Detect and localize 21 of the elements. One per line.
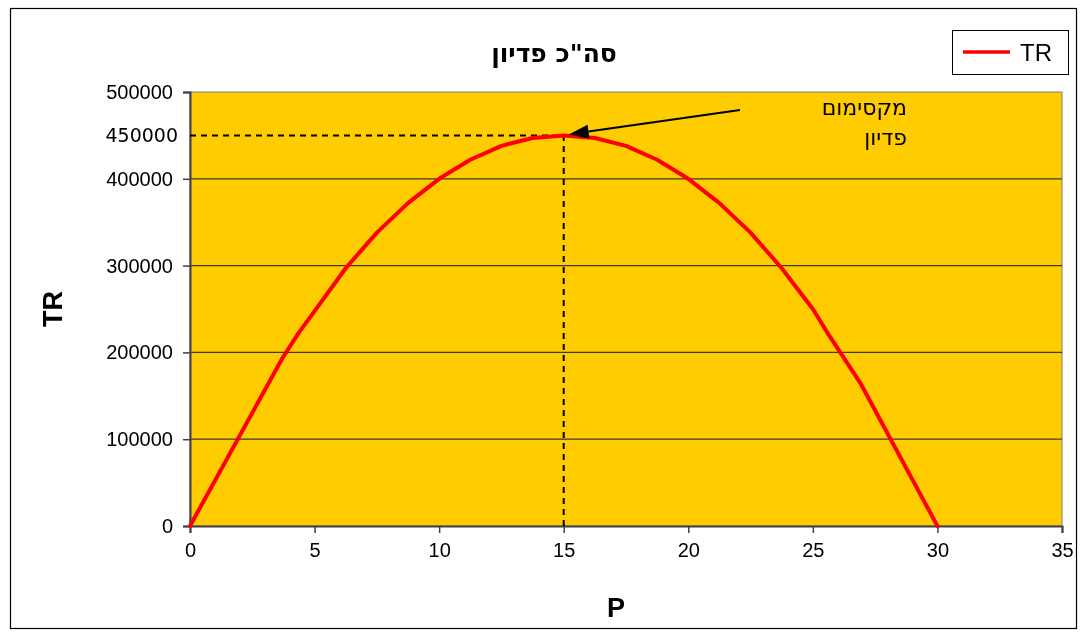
y-tick-label: 100000: [106, 428, 173, 451]
x-tick-label: 25: [802, 539, 825, 562]
y-tick-label: 200000: [106, 341, 173, 364]
y-tick-label: 500000: [106, 80, 173, 103]
x-tick-label: 0: [184, 539, 197, 562]
ref-line-label: 450000: [105, 124, 178, 147]
legend-label: TR: [1020, 38, 1052, 66]
x-tick-label: 30: [926, 539, 950, 562]
x-tick-label: 35: [1051, 539, 1074, 562]
y-tick-label: 300000: [106, 254, 173, 277]
chart-title: סה"כ פדיון: [491, 39, 617, 68]
annotation: מקסימום פדיון: [821, 95, 907, 150]
x-tick-label: 20: [677, 539, 700, 562]
line-series: [188, 133, 940, 528]
y-axis-title: TR: [38, 291, 68, 327]
x-axis-title: P: [606, 593, 626, 623]
x-tick-label: 10: [428, 539, 451, 562]
y-tick-label: 0: [161, 514, 173, 537]
x-tick-label: 5: [309, 539, 321, 562]
x-tick-label: 15: [553, 539, 576, 562]
y-tick-label: 400000: [106, 167, 173, 190]
